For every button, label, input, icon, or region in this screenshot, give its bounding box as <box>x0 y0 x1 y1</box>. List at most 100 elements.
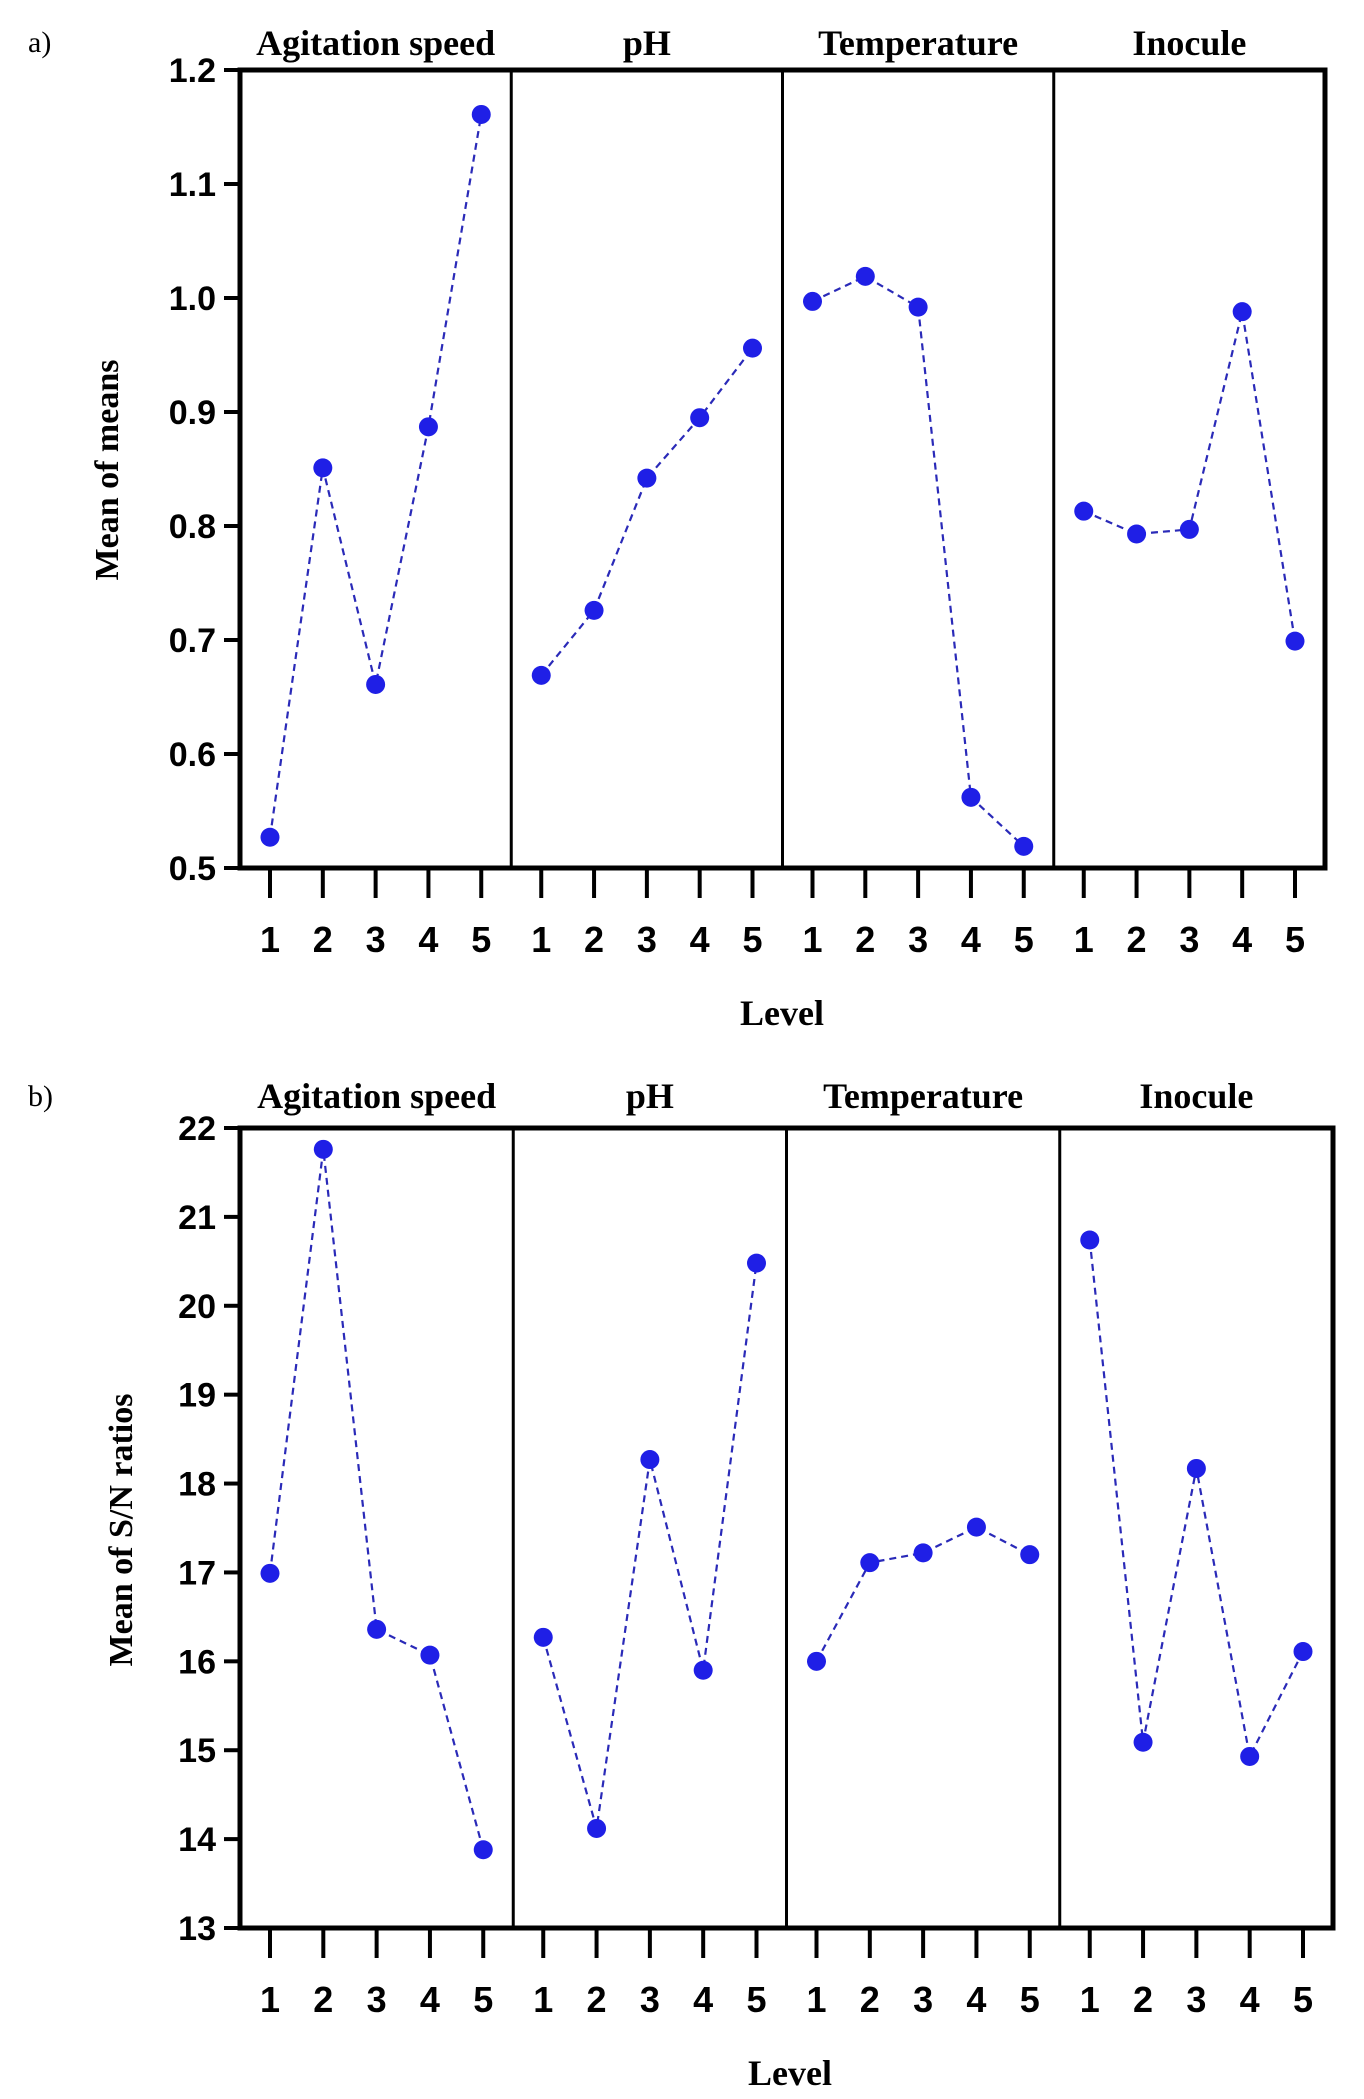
data-point <box>803 291 822 311</box>
x-tick-label: 5 <box>1293 1979 1313 2020</box>
data-point <box>367 1619 387 1639</box>
factor-title: Agitation speed <box>257 1076 496 1116</box>
factor-title: Inocule <box>1132 23 1246 63</box>
x-tick-label: 4 <box>1240 1979 1260 2020</box>
data-point <box>366 674 386 694</box>
series-line <box>1088 1239 1304 1760</box>
x-tick-label: 1 <box>260 919 280 960</box>
data-point <box>313 1139 333 1159</box>
data-point <box>807 1651 826 1671</box>
x-tick-label: 2 <box>855 919 875 960</box>
x-tick-label: 2 <box>1127 919 1147 960</box>
y-tick-label: 15 <box>178 1732 216 1770</box>
plot-area-a: 0.5 0.6 0.7 0.8 0.9 1.0 1.1 1.2 Agitation speed 1… <box>169 23 1328 960</box>
x-tick-label: 5 <box>742 919 762 960</box>
data-point <box>584 600 604 620</box>
y-tick-label: 18 <box>178 1466 216 1504</box>
x-tick-label: 3 <box>1186 1979 1206 2020</box>
x-tick-label: 5 <box>473 1979 493 2020</box>
x-tick-label: 2 <box>313 919 333 960</box>
series-line <box>268 114 483 838</box>
factor-title: Agitation speed <box>256 23 495 63</box>
data-point <box>693 1660 713 1680</box>
data-point <box>1014 836 1034 856</box>
series-line <box>540 347 754 677</box>
y-tick-label: 21 <box>178 1199 216 1237</box>
series-line <box>815 1525 1031 1662</box>
plot-frame <box>237 67 1328 871</box>
x-tick-label: 5 <box>1014 919 1034 960</box>
data-point <box>908 297 928 317</box>
data-point <box>860 1553 880 1573</box>
y-tick-label: 17 <box>178 1554 216 1592</box>
data-point <box>313 458 333 478</box>
x-tick-label: 1 <box>1080 1979 1100 2020</box>
data-point <box>1240 1746 1260 1766</box>
y-tick-label: 19 <box>178 1377 216 1415</box>
data-point <box>1074 501 1094 521</box>
x-tick-label: 4 <box>693 1979 713 2020</box>
data-point <box>690 408 710 428</box>
data-point <box>855 266 875 286</box>
factor-title: Inocule <box>1139 1076 1253 1116</box>
data-point <box>637 468 657 488</box>
x-tick-label: 1 <box>802 919 822 960</box>
data-point <box>1080 1230 1100 1250</box>
x-tick-label: 4 <box>418 919 438 960</box>
factor-title: Temperature <box>823 1076 1023 1116</box>
y-tick-label: 1.1 <box>169 166 216 204</box>
data-point <box>1285 631 1305 651</box>
x-axis-label-b: Level <box>748 2053 832 2093</box>
x-tick-label: 5 <box>746 1979 766 2020</box>
x-tick-label: 4 <box>1232 919 1252 960</box>
x-tick-label: 3 <box>1179 919 1199 960</box>
x-tick-label: 1 <box>531 919 551 960</box>
series-line <box>1083 311 1297 642</box>
x-tick-label: 1 <box>533 1979 553 2020</box>
x-tick-label: 3 <box>640 1979 660 2020</box>
x-tick-label: 4 <box>420 1979 440 2020</box>
data-point <box>587 1818 607 1838</box>
data-point <box>533 1627 553 1647</box>
x-tick-label: 2 <box>587 1979 607 2020</box>
series-line <box>812 275 1025 848</box>
x-tick-label: 1 <box>260 1979 280 2020</box>
chart-a: a) Mean of means Level 0.5 0.6 0.7 0.8 0.9 1.… <box>28 23 1328 1033</box>
data-point <box>1293 1642 1313 1662</box>
x-tick-label: 3 <box>637 919 657 960</box>
data-point <box>418 417 438 437</box>
x-tick-label: 2 <box>1133 1979 1153 2020</box>
x-tick-label: 3 <box>366 919 386 960</box>
y-tick-label: 14 <box>178 1821 216 1859</box>
data-point <box>471 104 491 124</box>
y-tick-label: 0.6 <box>169 736 216 774</box>
y-tick-label: 16 <box>178 1643 216 1681</box>
x-tick-label: 2 <box>313 1979 333 2020</box>
data-point <box>420 1645 440 1665</box>
x-tick-label: 5 <box>1285 919 1305 960</box>
y-axis-label-a: Mean of means <box>89 360 126 581</box>
y-axis-label-b: Mean of S/N ratios <box>103 1394 140 1667</box>
factor-title: pH <box>626 1076 674 1116</box>
data-point <box>966 1517 986 1537</box>
data-point <box>640 1450 660 1470</box>
y-tick-label: 0.9 <box>169 394 216 432</box>
x-tick-label: 2 <box>860 1979 880 2020</box>
y-tick-label: 13 <box>178 1910 216 1948</box>
data-point <box>473 1840 493 1860</box>
x-tick-label: 3 <box>908 919 928 960</box>
panel-label-a: a) <box>28 26 51 59</box>
y-tick-label: 1.0 <box>169 280 216 318</box>
series-line <box>268 1149 485 1851</box>
data-point <box>747 1253 766 1273</box>
plot-frame <box>237 1125 1336 1931</box>
factor-title: Temperature <box>818 23 1018 63</box>
y-tick-label: 0.7 <box>169 622 216 660</box>
x-tick-label: 4 <box>690 919 710 960</box>
data-point <box>1127 524 1147 544</box>
factor-title: pH <box>623 23 671 63</box>
x-tick-label: 3 <box>913 1979 933 2020</box>
series-line <box>542 1262 758 1829</box>
